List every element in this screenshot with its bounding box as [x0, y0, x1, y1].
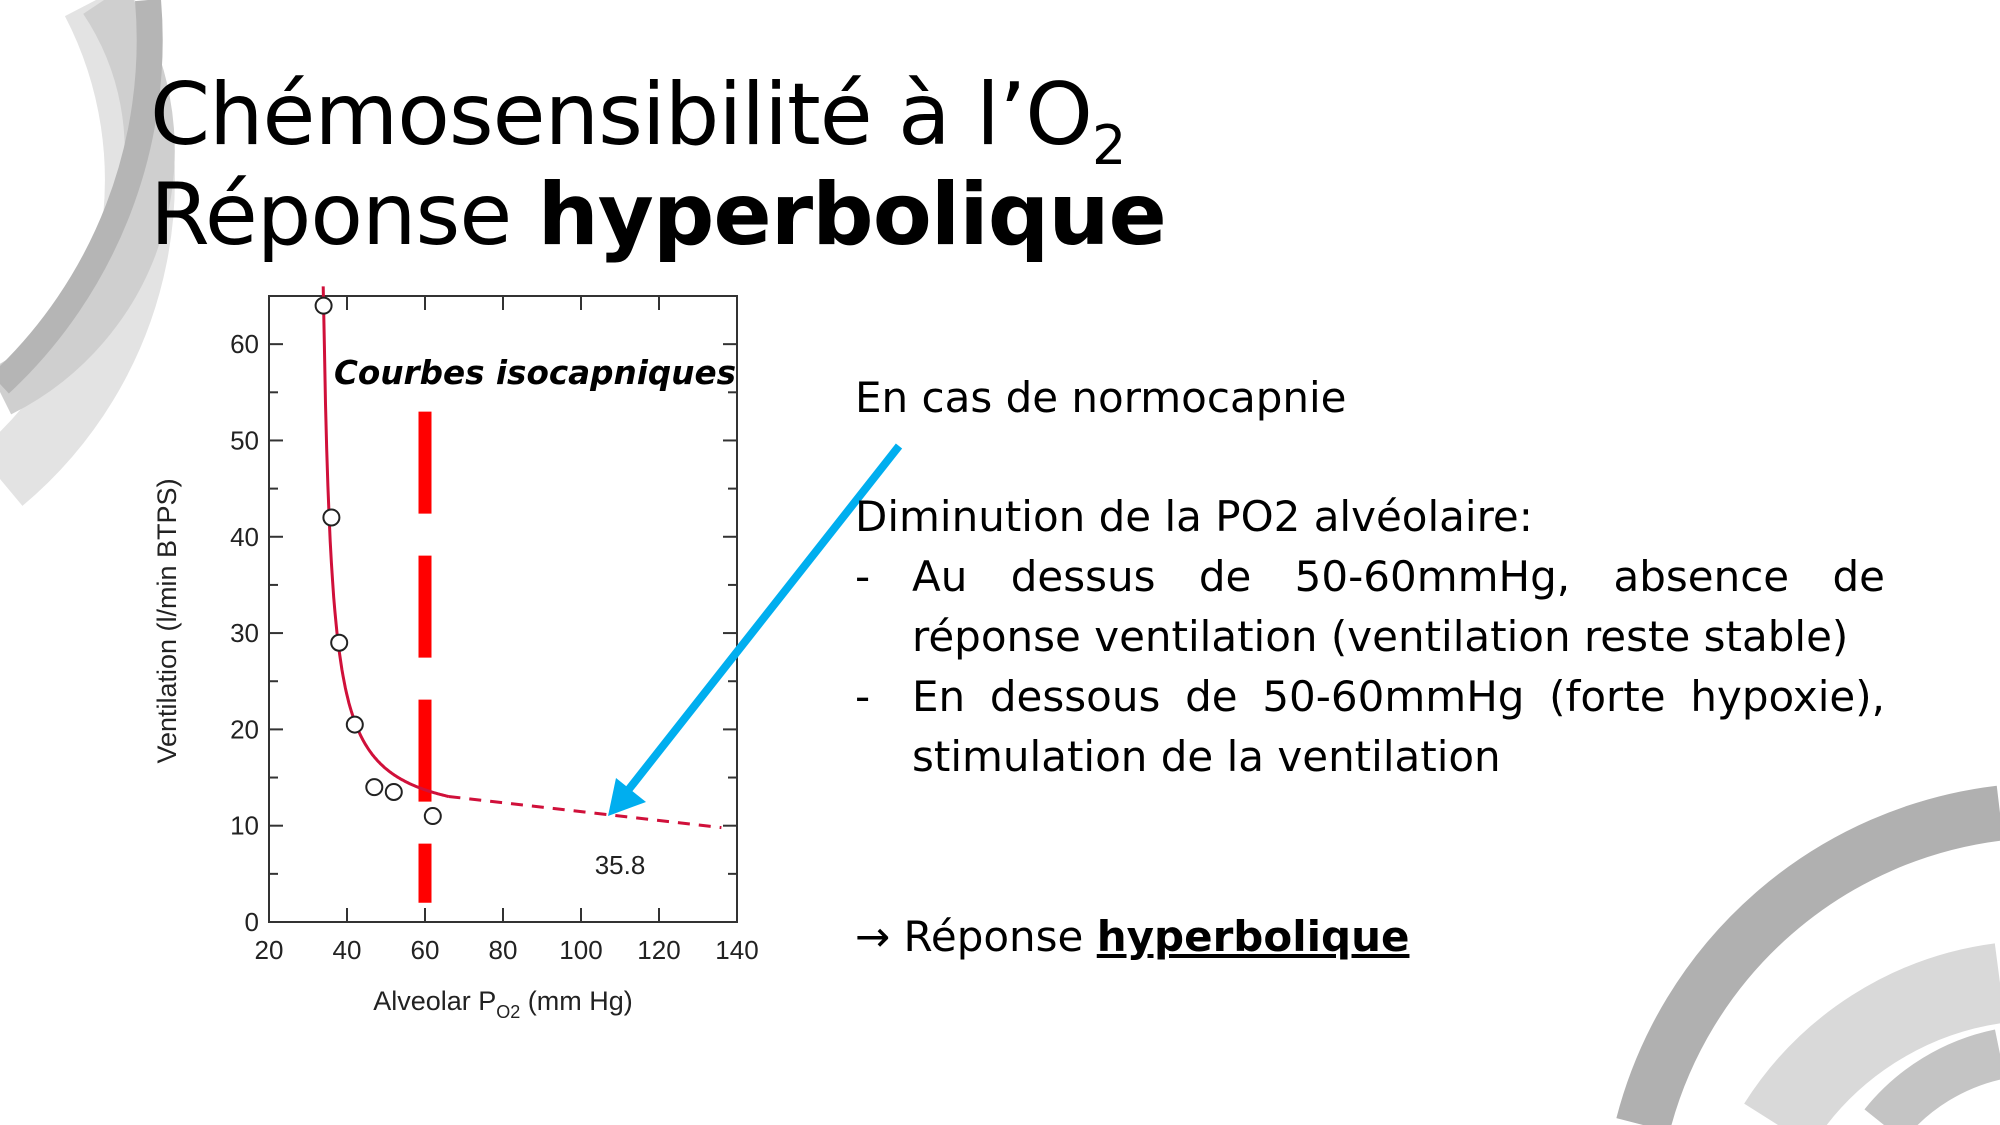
data-point — [322, 508, 341, 527]
data-point — [384, 782, 403, 801]
bullet-item: - Au dessus de 50-60mmHg, absence de répo… — [855, 552, 1885, 661]
overlay-label: Courbes isocapniques — [334, 353, 736, 392]
x-tick-label: 120 — [637, 935, 680, 965]
arrow-right-icon: → — [855, 912, 891, 961]
data-point — [345, 715, 364, 734]
data-point — [365, 778, 384, 797]
callout-arrow — [618, 443, 903, 801]
x-axis-label: Alveolar PO2 (mm Hg) — [373, 986, 633, 1022]
y-tick-label: 60 — [230, 329, 259, 359]
data-point — [330, 633, 349, 652]
x-tick-label: 60 — [411, 935, 440, 965]
x-tick-label: 100 — [559, 935, 602, 965]
y-tick-label: 30 — [230, 618, 259, 648]
decor-arc — [1616, 785, 2000, 1125]
decor-arc — [0, 0, 175, 415]
slide-title-line2: Réponse hyperbolique — [150, 165, 1167, 265]
data-point — [314, 296, 333, 315]
x-tick-label: 140 — [715, 935, 758, 965]
x-tick-label: 80 — [489, 935, 518, 965]
body-text: Diminution de la PO2 alvéolaire: - Au des… — [855, 487, 1885, 787]
y-axis-label: Ventilation (l/min BTPS) — [152, 478, 182, 763]
x-tick-label: 20 — [255, 935, 284, 965]
intro-text: En cas de normocapnie — [855, 373, 1347, 422]
y-tick-label: 50 — [230, 425, 259, 455]
y-tick-label: 0 — [245, 907, 259, 937]
slide-title-line1: Chémosensibilité à l’O2 — [150, 65, 1126, 177]
fitted-curve-asymptote — [448, 794, 722, 830]
arrow-head-icon — [608, 778, 646, 816]
data-point — [423, 807, 442, 826]
x-tick-label: 40 — [333, 935, 362, 965]
y-tick-label: 20 — [230, 714, 259, 744]
decor-arc — [0, 0, 163, 394]
bullet-item: - En dessous de 50-60mmHg (forte hypoxie)… — [855, 672, 1885, 781]
annotation-label: 35.8 — [595, 850, 646, 880]
heading: Diminution de la PO2 alvéolaire: — [855, 492, 1533, 541]
decor-arc — [1864, 1029, 2000, 1125]
decor-arc — [1744, 943, 2000, 1125]
y-tick-label: 40 — [230, 522, 259, 552]
conclusion: → Réponse hyperbolique — [855, 912, 1410, 961]
fitted-curve — [321, 286, 449, 798]
y-tick-label: 10 — [230, 811, 259, 841]
